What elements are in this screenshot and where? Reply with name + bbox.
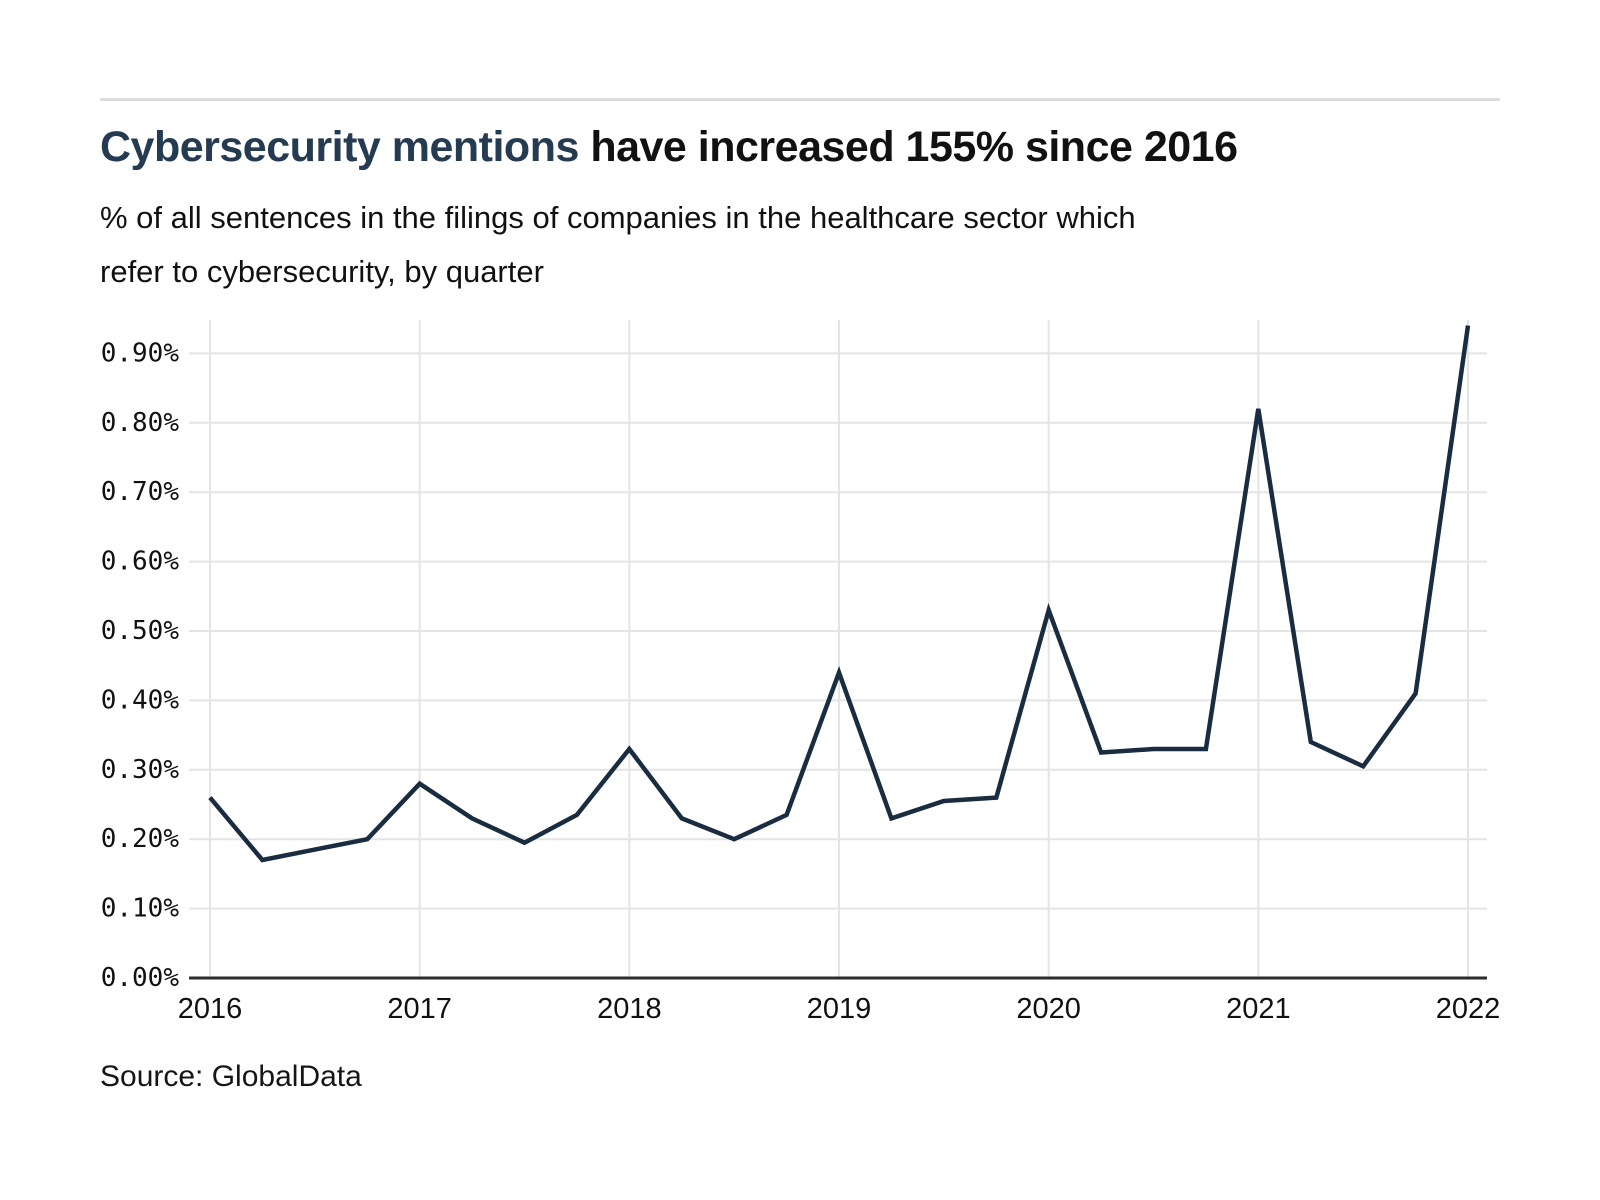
y-tick-label: 0.50%	[101, 616, 180, 646]
y-tick-label: 0.10%	[101, 894, 180, 924]
source-caption: Source: GlobalData	[100, 1060, 362, 1093]
y-tick-label: 0.60%	[101, 547, 180, 577]
y-tick-label: 0.30%	[101, 755, 180, 785]
top-divider	[100, 98, 1500, 101]
x-tick-label: 2019	[807, 993, 872, 1025]
x-tick-label: 2017	[387, 993, 452, 1025]
x-tick-label: 2021	[1226, 993, 1291, 1025]
y-tick-label: 0.80%	[101, 408, 180, 438]
y-tick-label: 0.70%	[101, 477, 180, 507]
x-tick-label: 2020	[1016, 993, 1081, 1025]
y-tick-label: 0.90%	[101, 338, 180, 368]
title-highlight: Cybersecurity mentions	[100, 123, 579, 171]
y-tick-label: 0.40%	[101, 685, 180, 715]
x-tick-label: 2018	[597, 993, 662, 1025]
x-tick-label: 2022	[1436, 993, 1501, 1025]
subtitle-line-2: refer to cybersecurity, by quarter	[100, 254, 544, 289]
chart-title: Cybersecurity mentions have increased 15…	[100, 122, 1238, 172]
chart-subtitle: % of all sentences in the filings of com…	[100, 191, 1136, 299]
y-tick-label: 0.00%	[101, 963, 180, 993]
title-rest: have increased 155% since 2016	[578, 123, 1238, 171]
data-series-line	[208, 325, 1471, 863]
x-tick-label: 2016	[178, 993, 243, 1025]
y-tick-label: 0.20%	[101, 824, 180, 854]
subtitle-line-1: % of all sentences in the filings of com…	[100, 200, 1136, 235]
